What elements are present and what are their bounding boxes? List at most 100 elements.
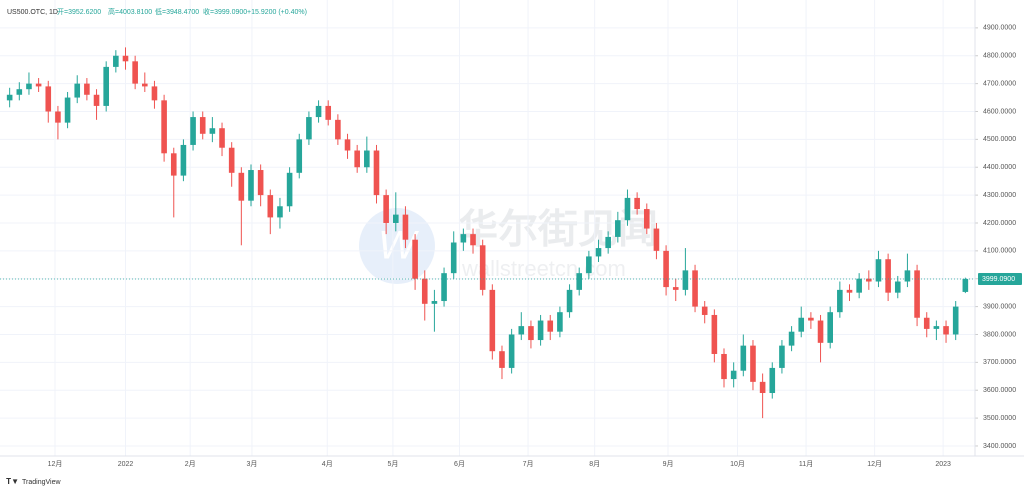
candle-body [344,139,351,151]
x-tick-label: 8月 [589,460,600,468]
candle-body [450,242,457,274]
candle-body [875,259,882,282]
candle-body [296,139,303,173]
x-tick-label: 6月 [454,460,465,468]
candle-body [914,270,920,318]
x-tick-label: 10月 [730,460,745,468]
footer: TradingView [22,479,61,486]
candle-body [26,83,32,90]
candle-body [615,220,621,237]
ohlc-low: 低=3948.4700 [155,7,199,16]
candle-body [788,331,795,346]
candle-body [364,150,370,168]
candle-body [219,128,225,148]
candle-body [692,270,698,307]
watermark-logo-letter: W [378,224,419,268]
y-tick-label: 3600.0000 [983,387,1016,394]
candle-body [470,234,476,246]
candle-body [460,234,467,243]
ohlc-high: 高=4003.8100 [108,7,152,16]
x-tick-label: 4月 [322,460,333,468]
candle-body [624,197,631,221]
candle-body [643,209,650,229]
candle-body [634,197,640,210]
candle-body [557,312,563,332]
candle-body [103,66,109,106]
candle-body [238,172,245,201]
change: +15.9200 (+0.40%) [247,9,307,16]
candle-body [827,312,833,343]
candle-body [508,334,515,368]
candle-body [64,97,71,123]
candle-body [441,273,447,302]
candle-body [769,367,776,394]
x-tick-label: 12月 [867,460,882,468]
candle-body [286,172,293,207]
candle-body [479,245,486,290]
candle-body [421,278,428,304]
candle-body [846,289,853,293]
candle-body [817,320,824,343]
footer-logo: 𝐓▼ [6,477,19,486]
candle-body [228,147,235,173]
candle-body [885,259,891,293]
candle-body [6,94,13,101]
candle-body [528,326,534,341]
y-tick-label: 4200.0000 [983,220,1016,227]
candle-body [779,345,785,368]
candle-body [711,314,718,354]
candle-body [518,326,525,335]
candle-body [45,86,52,112]
candle-body [672,287,679,290]
y-tick-label: 3900.0000 [983,303,1016,310]
candle-body [142,83,148,87]
candle-body [952,306,959,335]
watermark-site: wallstreetcn.com [461,256,626,281]
candle-body [904,270,911,282]
candle-body [383,195,389,223]
candle-body [84,83,90,95]
candle-body [132,61,138,84]
candle-body [923,317,930,329]
candle-body [933,326,940,329]
x-tick-label: 7月 [523,460,534,468]
y-tick-label: 4400.0000 [983,164,1016,171]
candle-body [595,248,602,257]
candle-body [180,144,187,176]
candle-body [566,289,573,313]
candle-body [721,353,727,380]
candle-body [373,150,380,196]
candle-body [35,83,42,87]
y-tick-label: 3700.0000 [983,359,1016,366]
candle-body [701,306,708,315]
candle-body [55,111,61,123]
x-tick-label: 3月 [247,460,258,468]
candle-body [682,270,689,290]
candle-body [605,236,611,249]
y-tick-label: 4500.0000 [983,136,1016,143]
candle-body [248,170,254,201]
candle-body [740,345,747,371]
y-tick-label: 4900.0000 [983,25,1016,32]
candle-body [93,94,100,106]
candle-body [586,256,592,274]
last-price-label: 3999.0900 [982,276,1015,283]
y-tick-label: 4800.0000 [983,53,1016,60]
y-tick-label: 4600.0000 [983,108,1016,115]
x-tick-label: 9月 [663,460,674,468]
candle-body [335,119,341,140]
candle-body [170,153,177,176]
candle-body [837,289,843,313]
candle-body [354,150,360,168]
candle-body [489,289,496,352]
ohlc-open: 开=3952.6200 [57,8,101,16]
candle-body [277,206,283,218]
candle-body [161,100,167,154]
candle-body [151,86,158,101]
last-price-box [978,272,1022,285]
candle-body [730,370,737,380]
candle-body [392,214,399,223]
candle-body [537,320,544,341]
candle-body [547,320,554,332]
